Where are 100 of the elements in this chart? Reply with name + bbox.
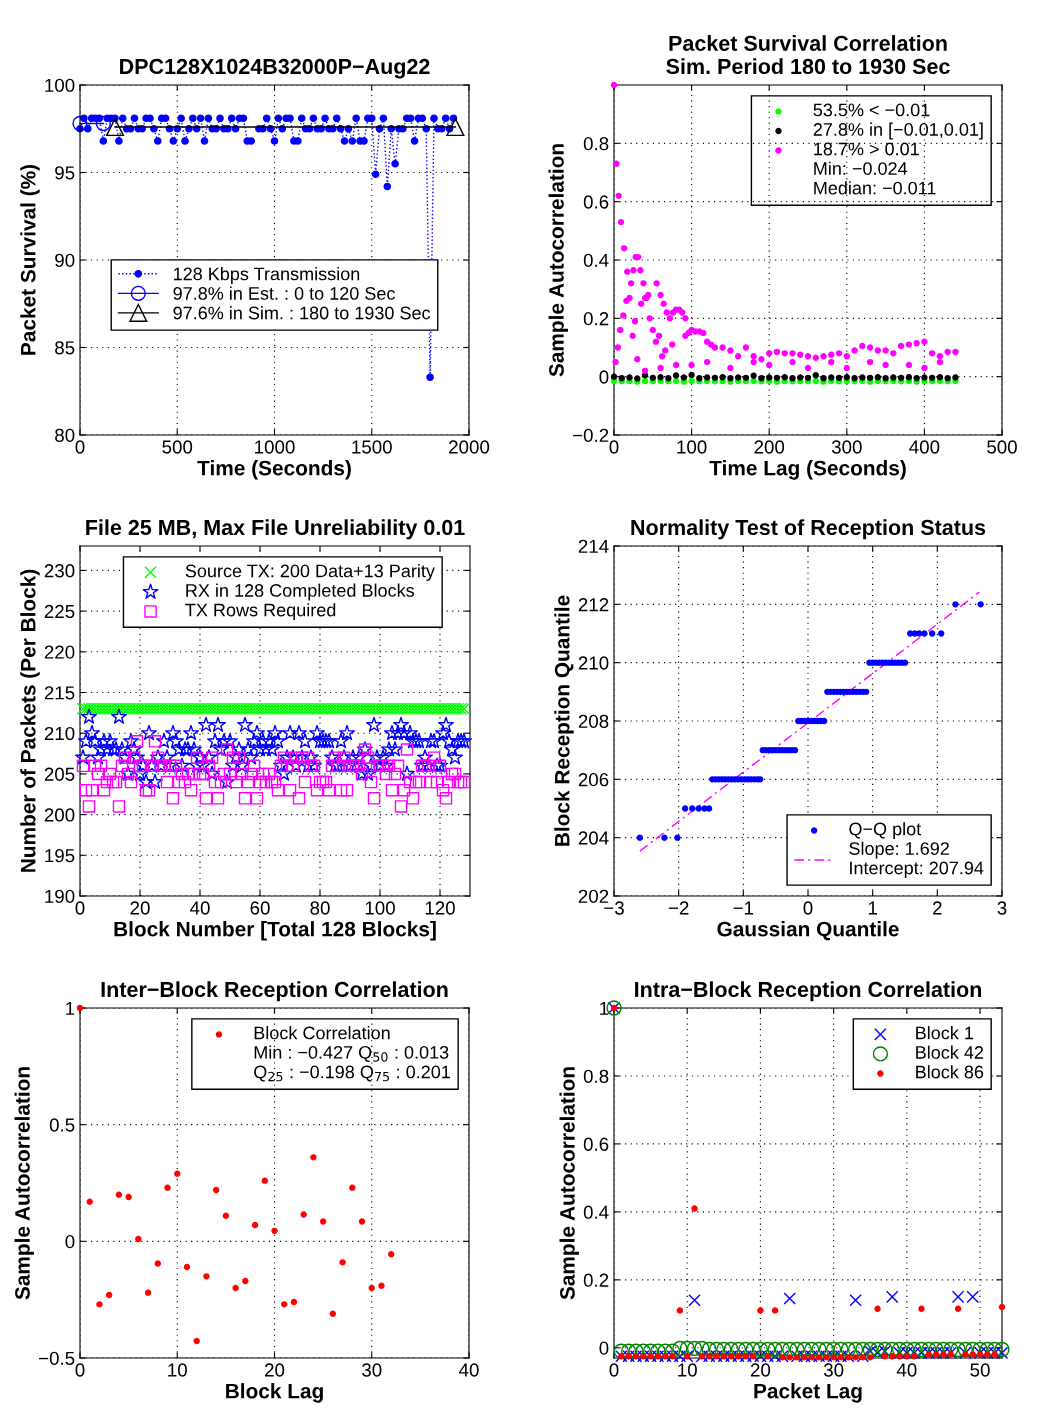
x-tick-label: 20 <box>130 901 150 915</box>
y-axis-title: Sample Autocorrelation <box>14 1067 34 1300</box>
x-tick-label: 40 <box>190 901 210 915</box>
x-tick-label: 0 <box>75 901 85 915</box>
annotation: Q$_{25}$ : −0.198 Q$_{75}$ : 0.201 <box>254 1065 450 1082</box>
y-tick-label: 200 <box>44 808 75 822</box>
y-tick-label: 0 <box>599 1341 609 1355</box>
y-tick-label: 0 <box>65 1235 75 1249</box>
x-tick-label: 0 <box>803 901 813 915</box>
legend-label: Block 86 <box>916 1065 984 1079</box>
chart-title: File 25 MB, Max File Unreliability 0.01 <box>86 519 465 540</box>
legend-label: TX Rows Required <box>185 603 336 620</box>
y-tick-label: 210 <box>578 656 609 670</box>
x-tick-label: −1 <box>733 901 754 915</box>
y-tick-label: 214 <box>578 539 609 553</box>
y-tick-label: 0.2 <box>583 1273 609 1287</box>
y-tick-label: 206 <box>578 773 609 787</box>
x-tick-label: 200 <box>754 440 785 454</box>
x-tick-label: 3 <box>997 901 1007 915</box>
y-tick-label: 225 <box>44 604 75 619</box>
y-tick-label: 220 <box>44 645 75 659</box>
chart-title: Packet Survival Correlation Sim. Period 180 to 1930 Sec <box>666 35 950 75</box>
legend-label: 97.8% in Est. : 0 to 120 Sec <box>173 286 395 300</box>
legend-label: Q−Q plot <box>849 822 922 839</box>
y-tick-label: 195 <box>45 849 75 863</box>
y-tick-label: −0.5 <box>39 1351 75 1365</box>
x-tick-label: 100 <box>677 440 707 454</box>
y-tick-label: 0 <box>599 370 609 384</box>
y-tick-label: 0.8 <box>583 137 609 151</box>
y-tick-label: 0.6 <box>583 1137 609 1151</box>
legend-label: Block 42 <box>916 1045 984 1059</box>
x-tick-label: 0 <box>75 440 85 454</box>
y-tick-label: 80 <box>55 428 75 442</box>
y-tick-label: 0.4 <box>583 1205 609 1219</box>
x-tick-label: 500 <box>987 440 1017 454</box>
x-tick-label: 20 <box>750 1363 771 1377</box>
y-tick-label: 0.2 <box>583 312 609 326</box>
y-tick-label: 208 <box>578 714 609 728</box>
legend-label: 97.6% in Sim. : 180 to 1930 Sec <box>173 306 431 320</box>
annotation: Min: −0.024 <box>814 161 908 175</box>
legend-label: 53.5% < −0.01 <box>813 103 930 117</box>
y-tick-label: 100 <box>45 78 75 92</box>
x-tick-label: 10 <box>168 1363 187 1377</box>
x-tick-label: 30 <box>362 1363 382 1377</box>
y-axis-title: Packet Survival (%) <box>20 164 40 355</box>
x-tick-label: 10 <box>678 1363 697 1377</box>
y-tick-label: 85 <box>55 341 75 355</box>
x-axis-title: Packet Lag <box>754 1383 862 1403</box>
y-tick-label: 215 <box>44 686 75 700</box>
x-tick-label: 2 <box>933 901 942 915</box>
x-tick-label: 100 <box>365 901 395 915</box>
y-tick-label: 204 <box>578 831 609 845</box>
y-tick-label: 0.8 <box>583 1069 609 1083</box>
x-tick-label: 60 <box>250 901 270 915</box>
y-tick-label: 212 <box>578 598 609 612</box>
x-axis-title: Time Lag (Seconds) <box>709 460 906 480</box>
legend-label: RX in 128 Completed Blocks <box>186 583 415 601</box>
x-tick-label: 2000 <box>449 440 490 454</box>
y-axis-title: Sample Autocorrelation <box>548 144 568 377</box>
legend-label: Block Correlation <box>254 1026 390 1040</box>
y-tick-label: 95 <box>55 166 75 180</box>
legend-label: 27.8% in [−0.01,0.01] <box>813 122 983 140</box>
y-axis-title: Block Reception Quantile <box>554 595 574 846</box>
legend-label: Source TX: 200 Data+13 Parity <box>185 564 435 581</box>
x-tick-label: 20 <box>265 1363 285 1377</box>
x-tick-label: 1000 <box>255 440 295 454</box>
x-tick-label: 80 <box>310 901 330 915</box>
x-tick-label: 300 <box>831 440 862 454</box>
x-axis-title: Block Lag <box>226 1383 323 1403</box>
legend-label: Block 1 <box>916 1026 974 1040</box>
x-axis-title: Time (Seconds) <box>197 460 351 480</box>
chart-title: Inter−Block Reception Correlation <box>101 981 448 1002</box>
y-tick-label: 1 <box>66 1001 75 1015</box>
chart-title: Intra−Block Reception Correlation <box>635 981 982 1002</box>
x-tick-label: 0 <box>609 1363 619 1377</box>
y-tick-label: 0.4 <box>583 253 609 267</box>
x-tick-label: 40 <box>459 1363 479 1377</box>
y-tick-label: 210 <box>44 726 75 741</box>
x-tick-label: 40 <box>896 1363 917 1377</box>
y-tick-label: −0.2 <box>573 428 609 442</box>
x-tick-label: 1 <box>868 901 877 915</box>
x-tick-label: 0 <box>609 440 619 454</box>
x-tick-label: 1500 <box>352 440 392 454</box>
y-tick-label: 205 <box>44 767 75 781</box>
x-tick-label: 0 <box>75 1363 85 1377</box>
y-axis-title: Sample Autocorrelation <box>559 1067 579 1300</box>
y-tick-label: 190 <box>45 889 75 903</box>
chart-title: Normality Test of Reception Status <box>631 519 986 540</box>
x-axis-title: Block Number [Total 128 Blocks] <box>114 921 436 941</box>
y-tick-label: 90 <box>55 253 75 267</box>
y-tick-label: 230 <box>44 564 75 578</box>
y-axis-title: Number of Packets (Per Block) <box>20 569 40 872</box>
x-axis-title: Gaussian Quantile <box>717 921 899 941</box>
x-tick-label: −3 <box>604 901 624 915</box>
x-tick-label: 50 <box>970 1363 990 1377</box>
legend-label: 128 Kbps Transmission <box>173 267 360 284</box>
y-tick-label: 0.5 <box>49 1118 75 1132</box>
legend-label: 18.7% > 0.01 <box>814 142 919 156</box>
annotation: Median: −0.011 <box>814 181 936 195</box>
y-tick-label: 0.6 <box>583 195 609 209</box>
